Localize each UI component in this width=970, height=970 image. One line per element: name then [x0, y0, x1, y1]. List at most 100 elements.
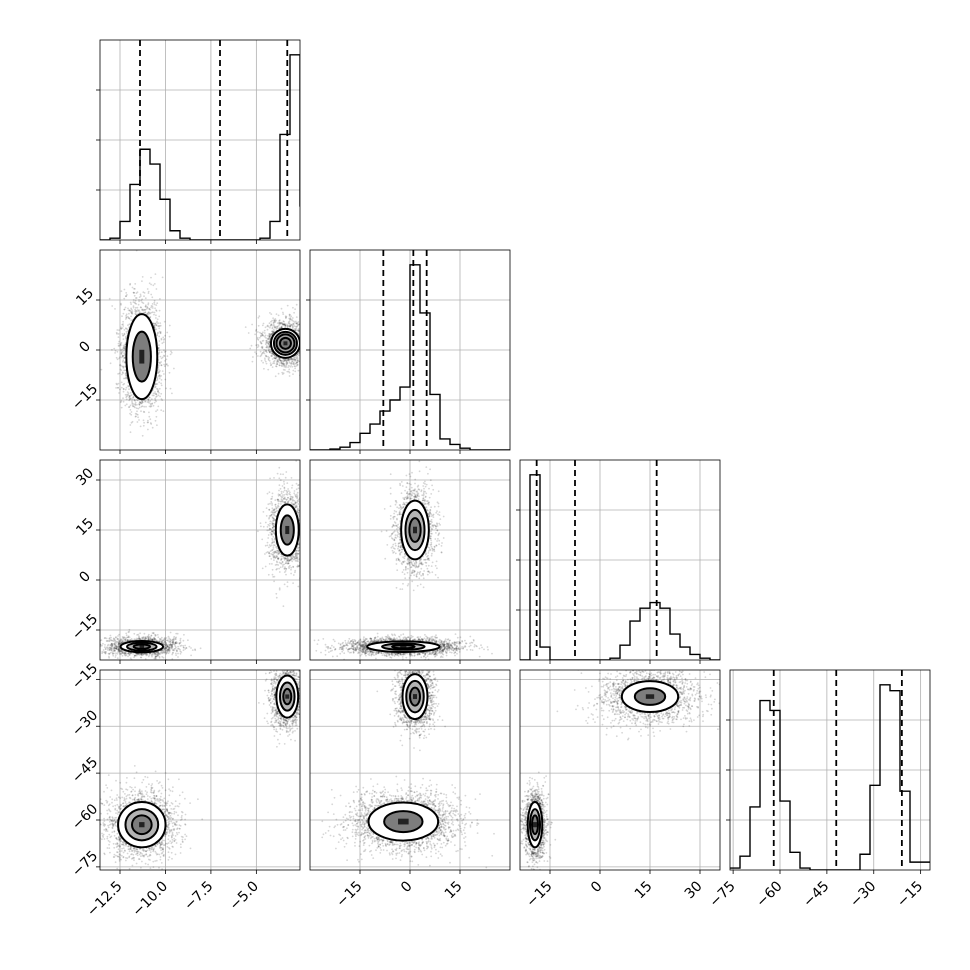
contour-ring-2 [400, 499, 430, 561]
hist-panel-0 [96, 39, 301, 241]
panel-frame [99, 39, 301, 241]
pair-panel-0-2 [99, 459, 301, 661]
x-tick-label: −10.0 [129, 878, 171, 920]
y-tick-label: 30 [73, 465, 97, 489]
contour-ring-1 [124, 808, 160, 842]
hist-panel-2 [516, 459, 721, 661]
pair-panel-2-3 [519, 669, 721, 871]
density-peak [285, 694, 290, 699]
pair-grid [520, 670, 720, 870]
x-tick-label: −60 [753, 878, 785, 910]
x-tick-label: 0 [588, 878, 606, 896]
hist-panel-1 [306, 249, 511, 451]
panel-frame [729, 669, 931, 871]
panel-frame [99, 669, 301, 871]
pair-panel-0-3 [99, 669, 301, 871]
x-tick-label: 0 [398, 878, 416, 896]
pair-content [100, 670, 300, 870]
contour-ring-1 [275, 333, 296, 354]
contour-ring-0 [131, 814, 153, 836]
contour-ring-2 [526, 801, 544, 849]
hist-grid [100, 40, 300, 240]
y-tick-label: 15 [73, 285, 97, 309]
x-tick-label: −45 [800, 878, 832, 910]
contour-ring-0 [383, 810, 424, 834]
pair-panel-0-1 [99, 249, 301, 451]
x-tick-label: −7.5 [181, 878, 216, 913]
contour-ring-2 [117, 801, 167, 849]
contour-ring-0 [279, 514, 295, 546]
y-tick-label: 0 [76, 568, 94, 586]
contour-ring-1 [279, 681, 296, 712]
pair-content [313, 460, 493, 660]
density-peak [285, 525, 290, 535]
x-tick-label: 30 [682, 878, 706, 902]
contour-ring-0 [391, 644, 416, 650]
contour-ring-0 [531, 814, 539, 836]
y-tick-label: −60 [69, 801, 101, 833]
density-peak [139, 644, 145, 649]
contour-ring-1 [529, 808, 541, 842]
y-tick-label: −75 [69, 848, 101, 880]
density-peak [400, 644, 407, 649]
density-peak [645, 694, 655, 699]
x-tick-label: −12.5 [84, 878, 126, 920]
contour-ring-0 [409, 686, 421, 707]
hist-grid [520, 460, 720, 660]
contour-ring-0 [633, 687, 667, 706]
y-tick-label: 15 [73, 515, 97, 539]
pair-grid [100, 670, 300, 870]
hist-step-1 [310, 264, 510, 450]
contour-ring-1 [274, 503, 300, 557]
contour-ring-2 [119, 640, 165, 654]
density-peak [139, 349, 145, 364]
hist-step-3 [730, 684, 930, 870]
pair-content [100, 460, 300, 660]
pair-content [100, 250, 300, 437]
density-peak [413, 526, 417, 534]
x-tick-label: 15 [442, 878, 466, 902]
contour-ring-1 [620, 680, 680, 713]
x-tick-label: −5.0 [227, 878, 262, 913]
pair-grid [100, 460, 300, 660]
contour-ring-2 [275, 674, 300, 719]
hist-panel-3 [726, 669, 931, 871]
contour-ring-0 [282, 687, 293, 706]
y-tick-label: −30 [69, 707, 101, 739]
contour-ring-2 [366, 640, 441, 653]
contour-ring-1 [405, 679, 425, 714]
hist-grid [730, 670, 930, 870]
hist-step-2 [520, 474, 720, 660]
contour-ring-2 [272, 330, 298, 356]
density-peak [139, 822, 145, 828]
contour-ring-0 [132, 643, 151, 650]
y-tick-label: −15 [69, 381, 101, 413]
x-tick-label: −30 [847, 878, 879, 910]
pair-content [321, 670, 495, 869]
contour-ring-1 [125, 313, 159, 401]
density-peak [413, 694, 417, 700]
panel-frame [519, 459, 721, 661]
x-tick-label: −15 [894, 878, 926, 910]
panel-frame [99, 459, 301, 661]
density-peak [533, 822, 537, 828]
contour-ring-0 [278, 336, 292, 350]
x-tick-label: −75 [707, 878, 739, 910]
contour-ring-1 [404, 508, 426, 552]
y-tick-label: −15 [69, 660, 101, 692]
x-tick-label: −15 [523, 878, 555, 910]
x-tick-label: −15 [333, 878, 365, 910]
y-tick-label: −15 [69, 611, 101, 643]
contour-ring-2 [401, 673, 429, 721]
pair-panel-1-3 [309, 669, 511, 871]
hist-step-0 [100, 54, 300, 240]
contour-ring-1 [367, 801, 440, 842]
pair-panel-1-2 [309, 459, 511, 661]
pair-content [520, 670, 720, 870]
density-peak [283, 341, 288, 346]
contour-ring-0 [408, 517, 422, 543]
contour-ring-0 [131, 330, 152, 383]
contour-ring-1 [126, 641, 158, 652]
density-peak [398, 818, 409, 825]
